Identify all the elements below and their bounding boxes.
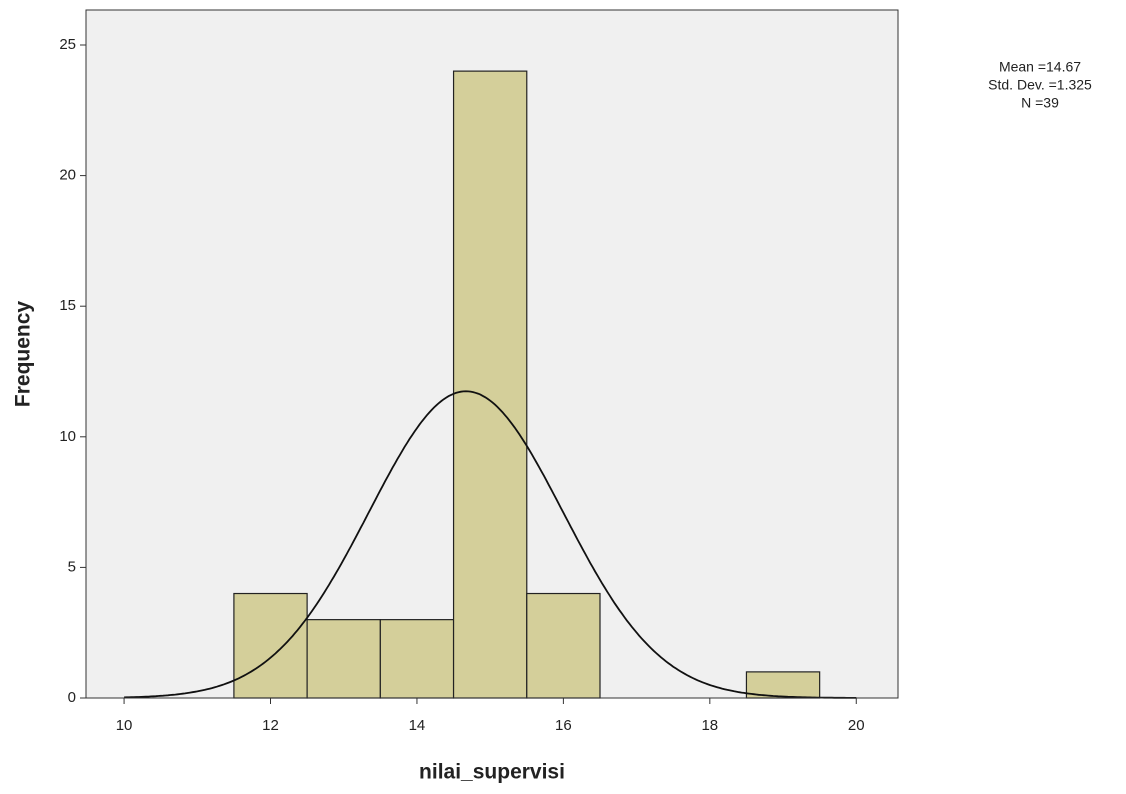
x-tick-label: 16 <box>555 717 572 734</box>
x-tick-label: 20 <box>848 717 865 734</box>
y-tick-label: 0 <box>68 689 76 706</box>
bar <box>454 71 527 698</box>
x-tick-label: 12 <box>262 717 279 734</box>
stat-label: Std. Dev. =1.325 <box>988 77 1092 93</box>
y-tick-label: 10 <box>59 428 76 445</box>
chart: nilai_supervisi Frequency 0 5 10 15 20 25 10 12… <box>0 0 1126 794</box>
x-tick-label: 14 <box>409 717 426 734</box>
stat-label: N =39 <box>1021 95 1059 111</box>
x-tick-label: 10 <box>116 717 133 734</box>
bar <box>307 620 380 698</box>
y-tick-label: 5 <box>68 558 76 575</box>
stat-label: Mean =14.67 <box>999 59 1081 75</box>
x-axis-title: nilai_supervisi <box>419 761 565 784</box>
page: {"chart_data": {"type": "histogram", "x_… <box>0 0 1126 794</box>
y-tick-label: 25 <box>59 36 76 53</box>
x-tick-label: 18 <box>701 717 718 734</box>
bar <box>380 620 453 698</box>
y-tick-label: 20 <box>59 167 76 184</box>
bar <box>234 594 307 698</box>
bar <box>527 594 600 698</box>
y-tick-label: 15 <box>59 297 76 314</box>
y-axis-title: Frequency <box>12 301 35 408</box>
